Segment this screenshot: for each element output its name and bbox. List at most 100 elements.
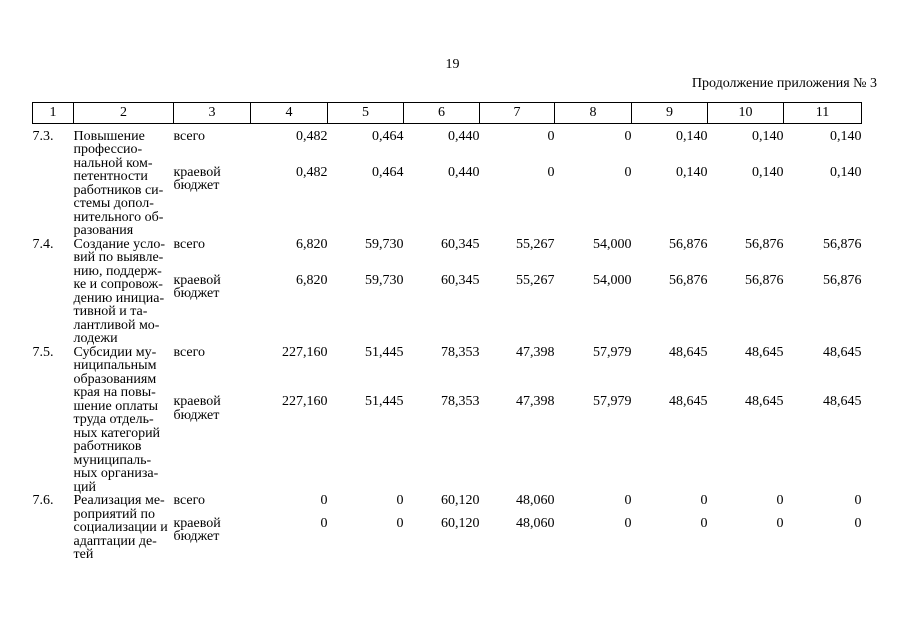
value-cell: 78,353 bbox=[441, 394, 480, 409]
value-cell: 55,267 bbox=[516, 272, 555, 288]
funding-source-label: всего bbox=[173, 493, 206, 508]
value-cell: 0 bbox=[776, 493, 784, 508]
value-cell: 0 bbox=[396, 515, 404, 531]
value-cell: 0 bbox=[624, 515, 632, 531]
value-cell: 0,140 bbox=[676, 128, 708, 144]
table-row-continued: краевой бюджет 6,820 59,730 60,345 55,267 54,… bbox=[33, 272, 862, 346]
row-description: Реализация ме- роприятий по социализации… bbox=[73, 493, 168, 562]
value-cell: 56,876 bbox=[823, 236, 862, 252]
value-cell: 56,876 bbox=[823, 272, 862, 288]
value-cell: 57,979 bbox=[593, 394, 632, 409]
funding-source-label: краевой бюджет bbox=[173, 394, 221, 423]
value-cell: 0,440 bbox=[448, 164, 480, 180]
row-number: 7.4. bbox=[32, 236, 54, 252]
value-cell: 227,160 bbox=[282, 394, 328, 409]
row-number: 7.5. bbox=[32, 344, 54, 360]
value-cell: 78,353 bbox=[441, 344, 480, 360]
value-cell: 0 bbox=[547, 164, 555, 180]
value-cell: 48,645 bbox=[745, 344, 784, 360]
table-row-continued: краевой бюджет 0 0 60,120 48,060 0 0 0 0 bbox=[33, 515, 862, 562]
value-cell: 47,398 bbox=[516, 344, 555, 360]
value-cell: 0,140 bbox=[752, 164, 784, 180]
value-cell: 51,445 bbox=[365, 394, 404, 409]
column-header: 5 bbox=[327, 102, 404, 124]
value-cell: 0 bbox=[776, 515, 784, 531]
column-header: 1 bbox=[32, 102, 74, 124]
value-cell: 48,645 bbox=[823, 394, 862, 409]
value-cell: 0,464 bbox=[372, 164, 404, 180]
value-cell: 0 bbox=[624, 164, 632, 180]
value-cell: 60,345 bbox=[441, 272, 480, 288]
value-cell: 0 bbox=[396, 493, 404, 508]
value-cell: 51,445 bbox=[365, 344, 404, 360]
value-cell: 0 bbox=[700, 493, 708, 508]
value-cell: 59,730 bbox=[365, 236, 404, 252]
value-cell: 48,645 bbox=[745, 394, 784, 409]
value-cell: 0 bbox=[320, 493, 328, 508]
value-cell: 47,398 bbox=[516, 394, 555, 409]
value-cell: 54,000 bbox=[593, 236, 632, 252]
column-header: 9 bbox=[631, 102, 708, 124]
value-cell: 55,267 bbox=[516, 236, 555, 252]
value-cell: 56,876 bbox=[669, 236, 708, 252]
value-cell: 0,482 bbox=[296, 128, 328, 144]
page-number: 19 bbox=[445, 57, 460, 72]
value-cell: 0,140 bbox=[752, 128, 784, 144]
value-cell: 60,120 bbox=[441, 515, 480, 531]
row-description: Повышение профессио- нальной ком- петент… bbox=[73, 128, 164, 238]
column-header: 8 bbox=[554, 102, 632, 124]
value-cell: 0 bbox=[854, 515, 862, 531]
value-cell: 0 bbox=[624, 493, 632, 508]
value-cell: 0 bbox=[547, 128, 555, 144]
value-cell: 57,979 bbox=[593, 344, 632, 360]
funding-source-label: всего bbox=[173, 236, 206, 252]
column-number-row: 1 2 3 4 5 6 7 8 9 10 11 bbox=[32, 102, 862, 124]
appendix-table: 1 2 3 4 5 6 7 8 9 10 11 7.3. Повышение пр… bbox=[32, 102, 862, 562]
value-cell: 6,820 bbox=[296, 236, 328, 252]
value-cell: 227,160 bbox=[282, 344, 328, 360]
column-header: 7 bbox=[479, 102, 555, 124]
value-cell: 0,464 bbox=[372, 128, 404, 144]
value-cell: 54,000 bbox=[593, 272, 632, 288]
value-cell: 0,140 bbox=[676, 164, 708, 180]
value-cell: 48,060 bbox=[516, 515, 555, 531]
column-header: 2 bbox=[73, 102, 174, 124]
value-cell: 0 bbox=[700, 515, 708, 531]
value-cell: 6,820 bbox=[296, 272, 328, 288]
value-cell: 0 bbox=[320, 515, 328, 531]
table-row: 7.3. Повышение профессио- нальной ком- пе… bbox=[33, 128, 862, 238]
value-cell: 60,120 bbox=[441, 493, 480, 508]
table-row-continued: краевой бюджет 227,160 51,445 78,353 47,398 5… bbox=[33, 395, 862, 494]
column-header: 10 bbox=[707, 102, 784, 124]
value-cell: 0,140 bbox=[830, 164, 862, 180]
value-cell: 56,876 bbox=[669, 272, 708, 288]
funding-source-label: краевой бюджет bbox=[173, 272, 221, 301]
row-description: Создание усло- вий по выявле- нию, подде… bbox=[73, 236, 166, 346]
row-description: Субсидии му- ниципальным образованиям кр… bbox=[73, 344, 161, 495]
column-header: 6 bbox=[403, 102, 480, 124]
table-row-continued: краевой бюджет 0,482 0,464 0,440 0 0 0,140 0,14… bbox=[33, 164, 862, 238]
value-cell: 56,876 bbox=[745, 236, 784, 252]
value-cell: 60,345 bbox=[441, 236, 480, 252]
continuation-note: Продолжение приложения № 3 bbox=[691, 76, 877, 91]
funding-source-label: всего bbox=[173, 128, 206, 144]
value-cell: 59,730 bbox=[365, 272, 404, 288]
value-cell: 0,482 bbox=[296, 164, 328, 180]
column-header: 11 bbox=[783, 102, 862, 124]
value-cell: 0,440 bbox=[448, 128, 480, 144]
value-cell: 0,140 bbox=[830, 128, 862, 144]
funding-source-label: всего bbox=[173, 344, 206, 360]
value-cell: 56,876 bbox=[745, 272, 784, 288]
value-cell: 48,645 bbox=[669, 344, 708, 360]
column-header: 4 bbox=[250, 102, 328, 124]
funding-source-label: краевой бюджет bbox=[173, 515, 221, 544]
value-cell: 48,060 bbox=[516, 493, 555, 508]
table-row: 7.6. Реализация ме- роприятий по социализ… bbox=[33, 493, 862, 562]
row-number: 7.6. bbox=[32, 493, 54, 508]
table-row: 7.5. Субсидии му- ниципальным образования… bbox=[33, 344, 862, 494]
value-cell: 0 bbox=[624, 128, 632, 144]
value-cell: 48,645 bbox=[823, 344, 862, 360]
table-body: 7.3. Повышение профессио- нальной ком- пе… bbox=[33, 124, 862, 562]
table-row: 7.4. Создание усло- вий по выявле- нию, п… bbox=[33, 236, 862, 346]
funding-source-label: краевой бюджет bbox=[173, 164, 221, 193]
